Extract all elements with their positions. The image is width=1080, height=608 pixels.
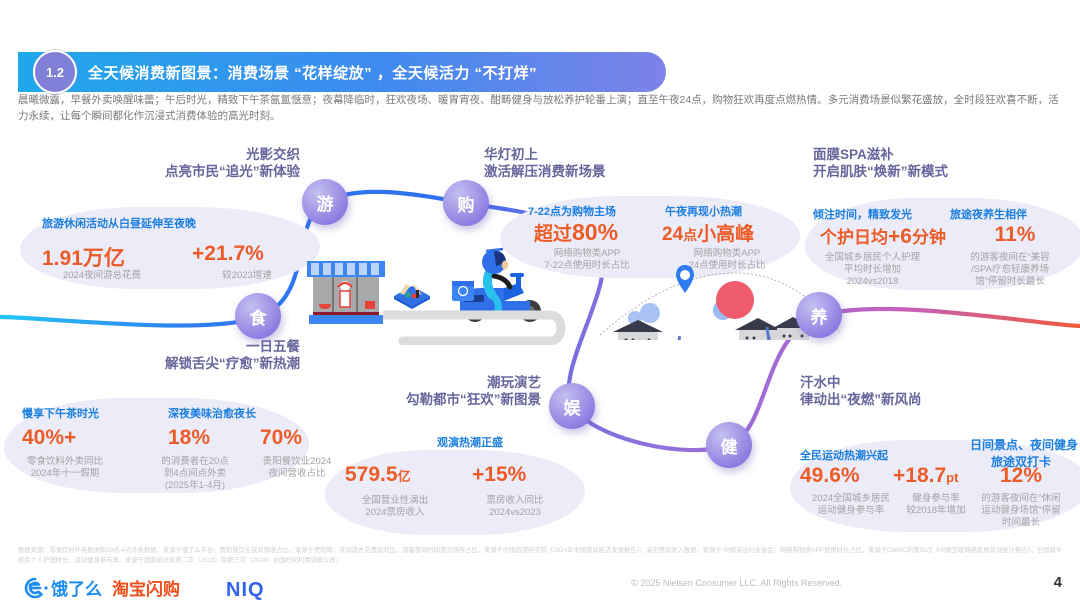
svg-text:淘宝闪购: 淘宝闪购 bbox=[112, 579, 180, 599]
svg-text:NIQ: NIQ bbox=[226, 579, 265, 601]
svg-text:饿了么: 饿了么 bbox=[50, 579, 102, 599]
